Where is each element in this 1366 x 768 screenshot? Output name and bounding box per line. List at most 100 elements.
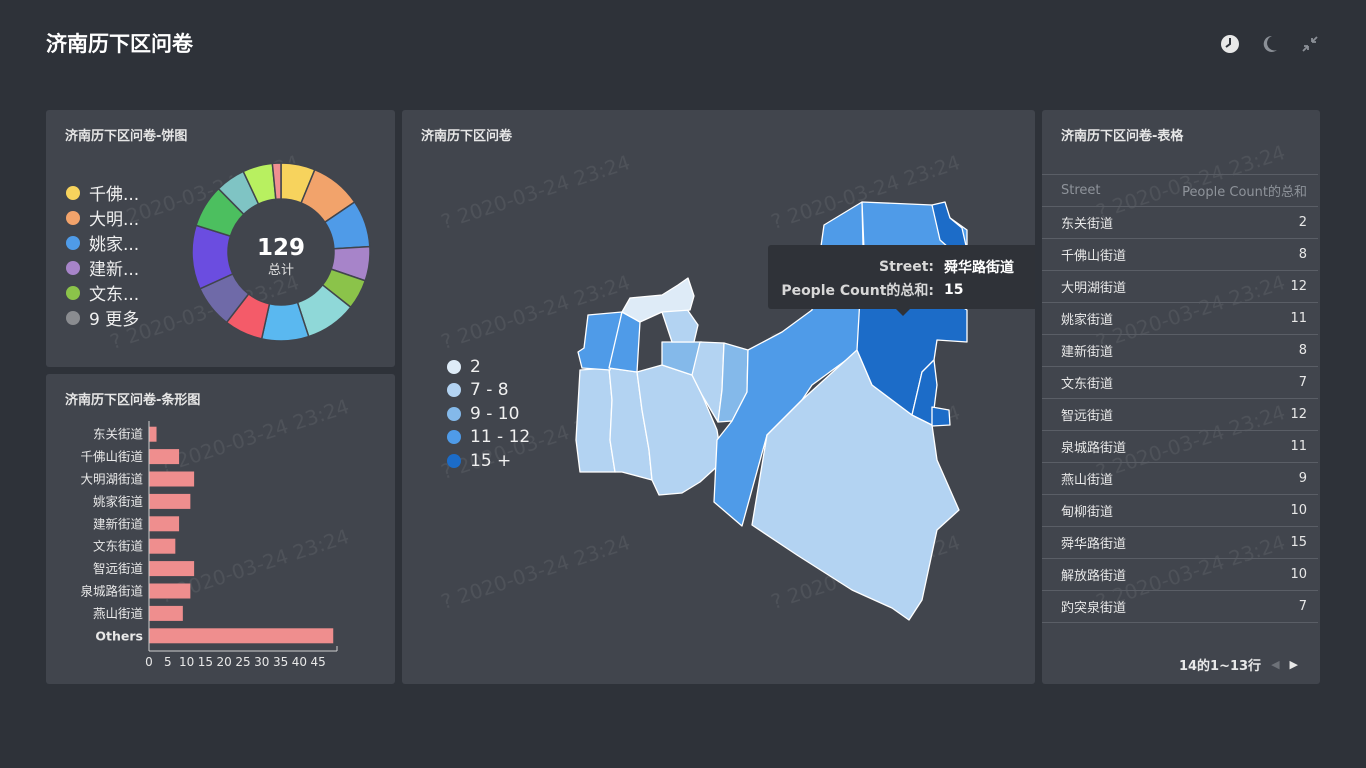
table-header-row: Street People Count的总和	[1042, 174, 1318, 207]
pie-legend-label: 9 更多	[89, 310, 140, 330]
pie-chart-title: 济南历下区问卷-饼图	[65, 129, 188, 144]
cell-street: 智远街道	[1042, 398, 1148, 431]
map-region[interactable]	[621, 277, 695, 323]
moon-icon[interactable]	[1260, 34, 1280, 54]
column-header-people-count[interactable]: People Count的总和	[1147, 174, 1318, 207]
legend-dot-icon	[447, 406, 461, 421]
bar[interactable]	[149, 493, 191, 509]
map-region[interactable]	[931, 406, 951, 427]
bar[interactable]	[149, 471, 195, 487]
pie-legend-label: 大明...	[89, 210, 140, 230]
pie-total: 129	[257, 235, 305, 261]
bar-category-label: 千佛山街道	[80, 449, 143, 464]
table-title: 济南历下区问卷-表格	[1061, 129, 1184, 144]
map-tooltip: Street: 舜华路街道 People Count的总和: 15	[768, 245, 1035, 316]
table-row[interactable]: 泉城路街道 11	[1042, 430, 1318, 463]
legend-dot-icon	[66, 185, 80, 200]
pie-chart-panel: ? 2020-03-24 23:24 ? 2020-03-24 23:24 济南…	[46, 110, 395, 367]
cell-people-count: 15	[1147, 526, 1318, 559]
legend-dot-icon	[66, 235, 80, 250]
table-row[interactable]: 甸柳街道 10	[1042, 494, 1318, 527]
bar[interactable]	[149, 538, 176, 554]
pie-legend-label: 建新...	[89, 260, 140, 280]
x-tick-label: 0	[145, 655, 153, 669]
pie-chart: 129 总计	[191, 162, 371, 342]
map-legend-item[interactable]: 2	[447, 355, 530, 379]
map-legend-item[interactable]: 11 - 12	[447, 426, 530, 450]
bar[interactable]	[149, 583, 191, 599]
cell-people-count: 7	[1147, 366, 1318, 399]
map-region[interactable]	[931, 201, 968, 256]
pie-legend-item[interactable]: 大明...	[66, 205, 139, 230]
collapse-icon[interactable]	[1300, 34, 1320, 54]
bar-category-label: 文东街道	[93, 539, 144, 554]
table-row[interactable]: 解放路街道 10	[1042, 558, 1318, 591]
cell-people-count: 7	[1147, 590, 1318, 623]
cell-street: 大明湖街道	[1042, 270, 1148, 303]
cell-street: 文东街道	[1042, 366, 1148, 399]
map-title: 济南历下区问卷	[421, 129, 513, 144]
map-legend-item[interactable]: 9 - 10	[447, 402, 530, 426]
bar[interactable]	[149, 516, 180, 532]
pie-slice[interactable]	[271, 162, 282, 201]
next-page-icon[interactable]: ▶	[1289, 658, 1298, 671]
x-tick-label: 25	[235, 655, 250, 669]
tooltip-street-key: Street:	[879, 259, 934, 275]
x-tick-label: 10	[179, 655, 194, 669]
cell-street: 舜华路街道	[1042, 526, 1148, 559]
table-row[interactable]: 建新街道 8	[1042, 334, 1318, 367]
map-panel: ? 2020-03-24 23:24 ? 2020-03-24 23:24 ? …	[402, 110, 1035, 684]
legend-dot-icon	[447, 359, 461, 374]
pie-legend-item[interactable]: 千佛...	[66, 180, 139, 205]
clock-icon[interactable]	[1220, 34, 1240, 54]
map-legend-label: 11 - 12	[470, 427, 531, 448]
map-legend-item[interactable]: 15 +	[447, 449, 530, 473]
bar-category-label: 姚家街道	[93, 494, 144, 509]
prev-page-icon[interactable]: ◀	[1271, 658, 1280, 671]
x-tick-label: 40	[292, 655, 307, 669]
bar[interactable]	[149, 628, 334, 644]
pagination: 14的1~13行 ◀ ▶	[1179, 655, 1298, 674]
bar[interactable]	[149, 449, 180, 465]
legend-dot-icon	[66, 260, 80, 275]
bar[interactable]	[149, 605, 183, 621]
pie-legend-item[interactable]: 9 更多	[66, 305, 139, 330]
bar-chart-panel: ? 2020-03-24 23:24 ? 2020-03-24 23:24 济南…	[46, 374, 395, 684]
table-row[interactable]: 大明湖街道 12	[1042, 270, 1318, 303]
column-header-street[interactable]: Street	[1042, 174, 1148, 207]
pie-legend-label: 文东...	[89, 285, 140, 305]
map-region[interactable]	[911, 359, 938, 426]
cell-people-count: 9	[1147, 462, 1318, 495]
cell-people-count: 11	[1147, 302, 1318, 335]
pie-legend: 千佛... 大明... 姚家... 建新... 文东... 9 更多	[66, 180, 139, 330]
map-region[interactable]	[575, 367, 616, 473]
table-panel: ? 2020-03-24 23:24 ? 2020-03-24 23:24 ? …	[1042, 110, 1320, 684]
bar-category-label: 东关街道	[93, 427, 144, 442]
table-row[interactable]: 智远街道 12	[1042, 398, 1318, 431]
bar[interactable]	[149, 561, 195, 577]
map-legend-label: 15 +	[470, 450, 512, 471]
table-row[interactable]: 东关街道 2	[1042, 206, 1318, 239]
tooltip-count-value: 15	[944, 282, 964, 298]
map-legend-item[interactable]: 7 - 8	[447, 379, 530, 403]
pie-legend-item[interactable]: 建新...	[66, 255, 139, 280]
cell-people-count: 8	[1147, 238, 1318, 271]
cell-people-count: 10	[1147, 494, 1318, 527]
x-tick-label: 30	[254, 655, 269, 669]
legend-dot-icon	[66, 210, 80, 225]
table-row[interactable]: 姚家街道 11	[1042, 302, 1318, 335]
table-row[interactable]: 文东街道 7	[1042, 366, 1318, 399]
legend-dot-icon	[447, 453, 461, 468]
table-row[interactable]: 舜华路街道 15	[1042, 526, 1318, 559]
table-row[interactable]: 燕山街道 9	[1042, 462, 1318, 495]
cell-people-count: 12	[1147, 398, 1318, 431]
table-row[interactable]: 趵突泉街道 7	[1042, 590, 1318, 623]
cell-street: 姚家街道	[1042, 302, 1148, 335]
pie-legend-item[interactable]: 文东...	[66, 280, 139, 305]
x-tick-label: 5	[164, 655, 172, 669]
table-row[interactable]: 千佛山街道 8	[1042, 238, 1318, 271]
bar[interactable]	[149, 426, 157, 442]
pie-total-label: 总计	[268, 263, 294, 278]
pie-legend-item[interactable]: 姚家...	[66, 230, 139, 255]
